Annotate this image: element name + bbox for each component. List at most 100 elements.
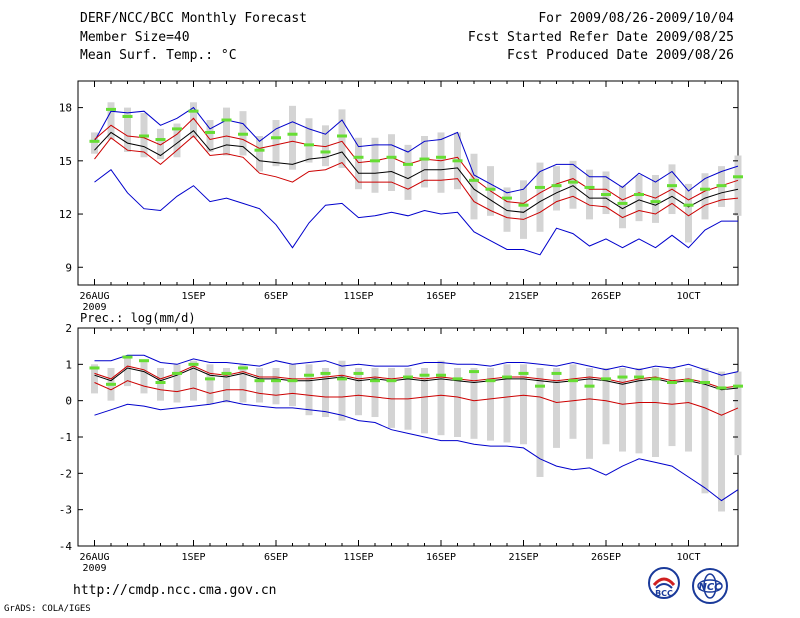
observed-marker [370, 159, 380, 163]
ensemble-range-bar [190, 102, 197, 138]
observed-marker [188, 362, 199, 366]
ensemble-range-bar [586, 169, 593, 220]
y-tick-label: 1 [65, 358, 72, 371]
y-tick-label: 0 [65, 395, 72, 408]
x-tick-label: 21SEP [508, 552, 538, 563]
ensemble-range-bar [454, 367, 461, 437]
observed-marker [238, 366, 248, 370]
observed-marker [617, 375, 628, 379]
ensemble-range-bar [157, 367, 164, 401]
ensemble-range-bar [635, 175, 643, 222]
x-tick-label: 1OCT [676, 552, 700, 563]
y-tick-label: -3 [59, 504, 72, 517]
observed-marker [650, 377, 661, 381]
ensemble-range-bar [173, 364, 181, 403]
observed-marker [403, 162, 413, 166]
source-url[interactable]: http://cmdp.ncc.cma.gov.cn [73, 583, 277, 598]
observed-marker [601, 193, 611, 197]
observed-marker [122, 355, 133, 359]
ensemble-range-bar [388, 134, 395, 191]
ensemble-range-bar [602, 367, 610, 445]
observed-marker [155, 138, 166, 142]
x-tick-label: 26SEP [591, 291, 621, 302]
y-tick-label: -2 [59, 467, 72, 480]
x-tick-label: 26AUG [79, 552, 109, 563]
ensemble-range-bar [718, 371, 725, 512]
ensemble-range-bar [223, 107, 230, 156]
ensemble-mean-line [94, 367, 739, 391]
ensemble-range-bar [206, 120, 214, 152]
x-tick-label: 6SEP [264, 552, 288, 563]
ensemble-range-bar [388, 367, 395, 428]
observed-marker [584, 384, 595, 388]
ensemble-range-bar [520, 364, 527, 445]
ensemble-range-bar [256, 135, 263, 172]
ensemble-range-bar [107, 102, 115, 140]
ensemble-range-bar [685, 367, 692, 452]
observed-marker [205, 130, 215, 134]
ensemble-range-bar [487, 367, 494, 441]
ensemble-range-bar [305, 118, 313, 163]
x-tick-label: 1OCT [676, 291, 700, 302]
x-tick-label: 11SEP [343, 552, 373, 563]
x-tick-label: 6SEP [264, 291, 288, 302]
ensemble-range-bar [553, 367, 560, 448]
observed-marker [601, 377, 611, 381]
ensemble-range-bar [289, 364, 296, 407]
observed-marker [320, 371, 331, 375]
ensemble-range-bar [619, 185, 626, 229]
upper-envelope-line [94, 354, 739, 376]
ensemble-range-bar [190, 360, 197, 401]
lower-spread-line [94, 380, 739, 416]
x-tick-label: 11SEP [343, 291, 373, 302]
observed-marker [518, 371, 529, 375]
y-tick-label: 15 [59, 155, 72, 168]
observed-marker [716, 386, 727, 390]
ensemble-range-bar [272, 120, 280, 167]
observed-marker [502, 375, 512, 379]
ensemble-range-bar [371, 137, 379, 193]
observed-marker [172, 127, 182, 131]
observed-marker [584, 185, 595, 189]
ensemble-range-bar [470, 153, 478, 220]
observed-marker [469, 178, 479, 182]
bcc-logo: BCC [648, 567, 680, 599]
ensemble-range-bar [289, 105, 296, 170]
ensemble-range-bar [173, 123, 181, 158]
ensemble-range-bar [437, 132, 445, 193]
ensemble-range-bar [140, 360, 148, 394]
y-tick-label: -1 [59, 431, 72, 444]
ensemble-range-bar [223, 367, 230, 403]
observed-marker [386, 379, 397, 383]
observed-marker [568, 180, 578, 184]
observed-marker [353, 371, 364, 375]
temperature-variable-label: Mean Surf. Temp.: °C [80, 48, 237, 63]
ensemble-range-bar [586, 367, 593, 459]
precipitation-variable-label: Prec.: log(mm/d) [80, 311, 196, 325]
x-tick-label: 26AUG [79, 291, 109, 302]
observed-marker [568, 379, 578, 383]
observed-marker [320, 150, 331, 154]
observed-marker [667, 381, 677, 384]
y-tick-label: 12 [59, 208, 72, 221]
ensemble-range-bar [569, 364, 577, 439]
x-year-label: 2009 [82, 563, 106, 574]
observed-marker [436, 155, 446, 159]
observed-marker [172, 371, 182, 375]
grads-credit: GrADS: COLA/IGES [4, 604, 91, 614]
observed-marker [518, 203, 529, 207]
ensemble-range-bar [404, 144, 412, 200]
lower-envelope-line [94, 168, 738, 256]
observed-marker [733, 384, 743, 388]
ensemble-mean-line [94, 130, 739, 213]
lower-envelope-line [94, 400, 739, 502]
observed-marker [716, 184, 727, 188]
plot-frame [77, 327, 739, 547]
ensemble-range-bar [619, 367, 626, 452]
observed-marker [436, 373, 446, 377]
observed-marker [337, 377, 347, 381]
ensemble-range-bar [536, 367, 544, 477]
observed-marker [386, 155, 397, 159]
ensemble-range-bar [685, 183, 692, 243]
